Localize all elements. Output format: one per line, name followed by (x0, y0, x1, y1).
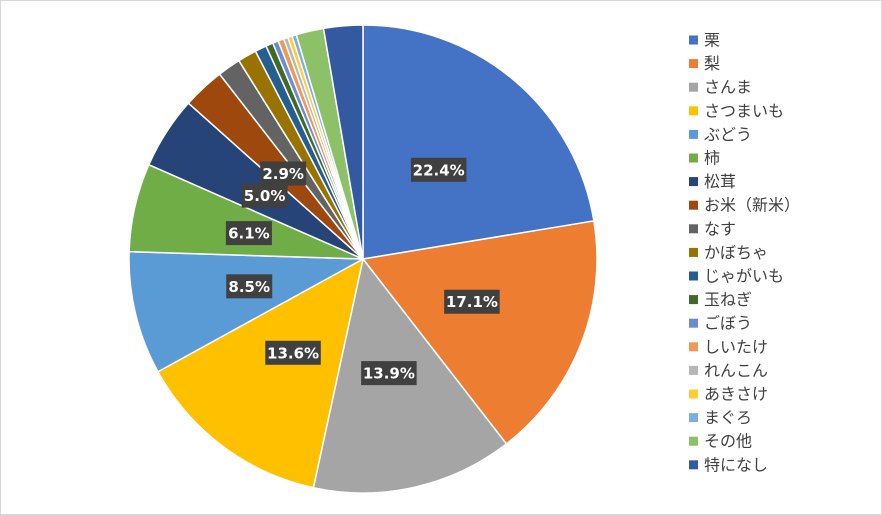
legend-swatch (689, 200, 698, 210)
pie-slice (361, 220, 598, 445)
legend-swatch (689, 247, 698, 257)
legend-label: あきさけ (704, 385, 768, 404)
legend-label: 柿 (704, 149, 720, 168)
pie-slice (156, 257, 365, 489)
value-label: 13.6% (267, 344, 319, 362)
legend-box (681, 25, 826, 485)
legend-label: 栗 (704, 31, 720, 50)
legend-swatch (689, 318, 698, 328)
legend-swatch (689, 460, 698, 470)
value-label-bg (241, 183, 288, 208)
value-label-bg (260, 161, 307, 186)
legend-swatch (689, 271, 698, 281)
value-label-bg (361, 361, 417, 386)
legend-label: その他 (704, 432, 752, 451)
value-label-bg (265, 340, 321, 365)
legend-swatch (689, 129, 698, 139)
value-label-bg (226, 274, 273, 299)
legend-swatch (689, 59, 698, 69)
value-label-bg (410, 157, 467, 182)
pie-slice (128, 250, 366, 373)
legend-label: 松茸 (704, 172, 736, 191)
legend-label: 梨 (704, 54, 720, 73)
legend-label: れんこん (704, 361, 768, 380)
legend-label: かぼちゃ (704, 243, 768, 262)
value-label: 13.9% (363, 365, 415, 383)
legend-swatch (689, 177, 698, 187)
value-label: 22.4% (413, 161, 465, 179)
legend-label: 玉ねぎ (704, 290, 752, 309)
legend-swatch (689, 295, 698, 305)
value-label: 17.1% (446, 293, 498, 311)
legend-swatch (689, 106, 698, 116)
legend-swatch (689, 82, 698, 92)
legend-label: しいたけ (704, 337, 768, 356)
legend-swatch (689, 342, 698, 352)
pie-slice (322, 24, 364, 260)
value-label: 5.0% (244, 187, 286, 205)
value-label: 6.1% (228, 225, 270, 243)
pie-slice (362, 24, 595, 260)
value-label-bg (225, 221, 272, 246)
legend-label: ごぼう (704, 314, 752, 333)
legend-label: お米（新米） (704, 196, 800, 215)
legend-swatch (689, 224, 698, 234)
value-label: 8.5% (228, 278, 270, 296)
legend-label: まぐろ (704, 408, 752, 427)
legend-label: さんま (704, 78, 752, 97)
legend-label: さつまいも (704, 101, 784, 120)
legend-label: 特になし (704, 455, 768, 474)
legend-swatch (689, 35, 698, 45)
legend-label: じゃがいも (704, 267, 784, 286)
value-label-bg (444, 289, 500, 314)
legend-label: ぶどう (704, 125, 752, 144)
legend-swatch (689, 389, 698, 399)
legend-swatch (689, 413, 698, 423)
legend-swatch (689, 436, 698, 446)
value-label: 2.9% (262, 165, 304, 183)
legend-label: なす (704, 219, 736, 238)
legend-swatch (689, 365, 698, 375)
legend-swatch (689, 153, 698, 163)
